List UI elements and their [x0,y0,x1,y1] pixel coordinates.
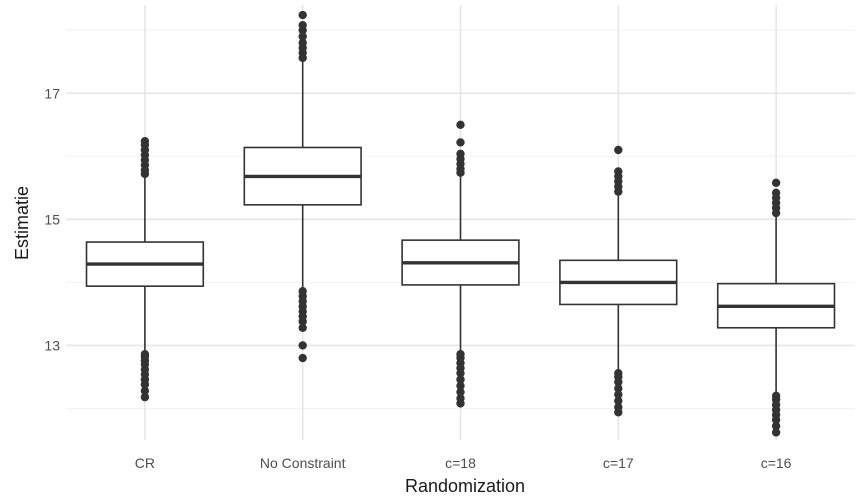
outlier-point [298,20,307,30]
outlier-point [140,392,150,402]
x-tick-label: CR [135,455,155,471]
box-group [716,178,836,437]
outlier-point [456,387,465,397]
outlier-point [771,178,781,187]
outlier-point [456,120,465,129]
outlier-point [614,384,623,393]
outlier-point [614,145,623,155]
outlier-point [614,403,623,412]
outlier-point [140,350,150,359]
outlier-point [456,375,465,384]
box-series [85,10,836,437]
outlier-point [456,350,465,359]
x-axis-ticks: CR No Constraint c=18 c=17 c=16 [135,455,792,471]
outlier-point [614,390,623,399]
outlier-point [771,428,781,437]
box-group [243,10,362,363]
outlier-point [298,287,307,296]
outlier-point [614,368,623,378]
outlier-point [456,381,465,390]
outlier-point [298,341,307,350]
box-group [401,120,520,408]
y-tick-label: 15 [44,211,60,227]
outlier-point [771,391,781,401]
x-tick-label: c=17 [603,455,634,471]
outlier-point [614,167,623,176]
x-tick-label: c=18 [445,455,476,471]
y-axis-title: Estimatie [12,186,32,260]
y-axis-ticks: 13 15 17 [44,85,60,353]
outlier-point [140,136,150,146]
y-tick-label: 13 [44,337,60,353]
outlier-point [456,394,465,403]
y-tick-label: 17 [44,85,60,101]
outlier-point [298,32,307,41]
outlier-point [456,149,465,158]
outlier-point [771,421,781,431]
outlier-point [298,323,307,332]
outlier-point [298,38,307,48]
x-tick-label: No Constraint [260,455,346,471]
box-group [559,145,678,417]
outlier-point [614,396,623,406]
box-group [85,136,205,402]
outlier-point [771,188,781,198]
outlier-point [298,10,307,20]
outlier-point [456,138,465,147]
x-tick-label: c=16 [761,455,792,471]
outlier-point [140,386,150,396]
outlier-point [298,353,307,363]
x-axis-title: Randomization [405,476,525,496]
